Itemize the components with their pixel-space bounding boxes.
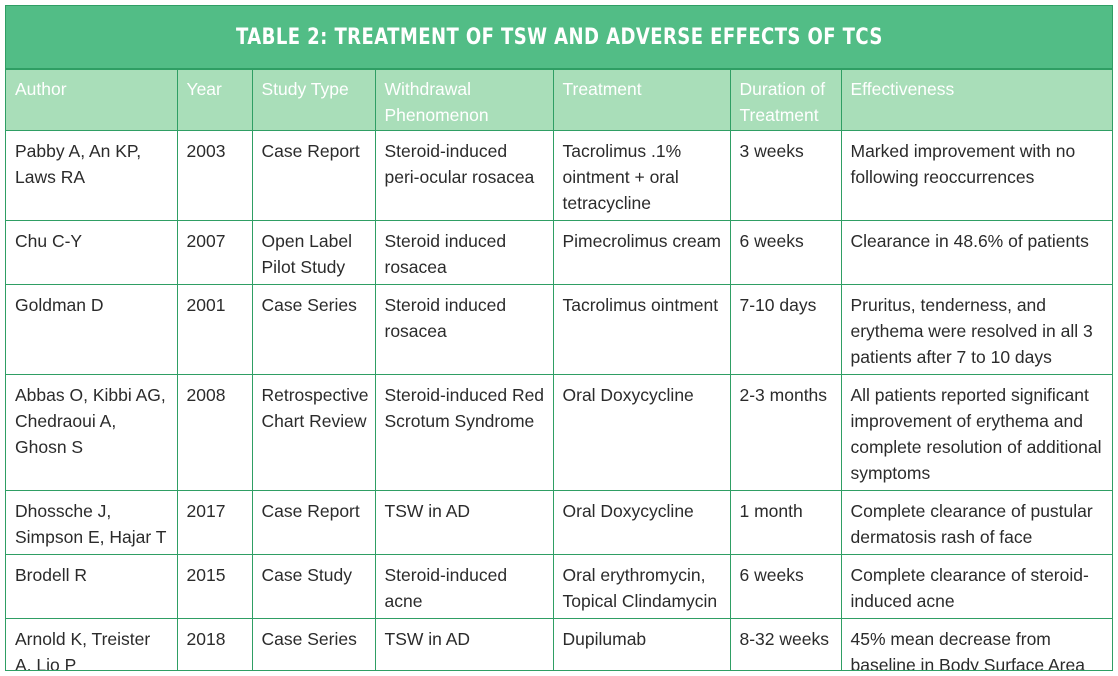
table-row: Chu C-Y 2007 Open Label Pilot Study Ster… <box>6 220 1112 285</box>
cell-effectiveness: Pruritus, tenderness, and erythema were … <box>840 284 1112 375</box>
cell-year: 2001 <box>176 284 253 375</box>
table-row: Goldman D 2001 Case Series Steroid induc… <box>6 284 1112 375</box>
cell-year: 2003 <box>176 130 253 221</box>
cell-year: 2018 <box>176 618 253 670</box>
table-header-row: Author Year Study Type Withdrawal Phenom… <box>6 69 1112 131</box>
header-withdrawal-phenomenon: Withdrawal Phenomenon <box>374 69 554 131</box>
cell-effectiveness: 45% mean decrease from baseline in Body … <box>840 618 1112 670</box>
cell-study-type: Open Label Pilot Study <box>251 220 376 285</box>
header-duration: Duration of Treatment <box>729 69 842 131</box>
cell-year: 2017 <box>176 490 253 555</box>
table-row: Brodell R 2015 Case Study Steroid-induce… <box>6 554 1112 619</box>
cell-withdrawal-phenomenon: Steroid-induced Red Scrotum Syndrome <box>374 374 554 491</box>
cell-effectiveness: All patients reported significant improv… <box>840 374 1112 491</box>
cell-effectiveness: Clearance in 48.6% of patients <box>840 220 1112 285</box>
treatment-table-figure: TABLE 2: TREATMENT OF TSW AND ADVERSE EF… <box>5 5 1113 671</box>
treatment-table: Author Year Study Type Withdrawal Phenom… <box>6 69 1112 670</box>
header-year: Year <box>176 69 253 131</box>
cell-duration: 8-32 weeks <box>729 618 842 670</box>
table-row: Dhossche J, Simpson E, Hajar T 2017 Case… <box>6 490 1112 555</box>
cell-duration: 6 weeks <box>729 220 842 285</box>
cell-study-type: Case Report <box>251 130 376 221</box>
table-title: TABLE 2: TREATMENT OF TSW AND ADVERSE EF… <box>235 24 883 50</box>
cell-year: 2008 <box>176 374 253 491</box>
cell-year: 2015 <box>176 554 253 619</box>
cell-study-type: Case Report <box>251 490 376 555</box>
cell-withdrawal-phenomenon: TSW in AD <box>374 618 554 670</box>
cell-author: Arnold K, Treister A, Lio P <box>6 618 178 670</box>
cell-author: Pabby A, An KP, Laws RA <box>6 130 178 221</box>
table-title-bar: TABLE 2: TREATMENT OF TSW AND ADVERSE EF… <box>6 6 1112 69</box>
cell-year: 2007 <box>176 220 253 285</box>
cell-study-type: Retrospective Chart Review <box>251 374 376 491</box>
cell-duration: 2-3 months <box>729 374 842 491</box>
cell-withdrawal-phenomenon: Steroid induced rosacea <box>374 220 554 285</box>
header-author: Author <box>6 69 178 131</box>
cell-duration: 1 month <box>729 490 842 555</box>
cell-author: Chu C-Y <box>6 220 178 285</box>
cell-duration: 7-10 days <box>729 284 842 375</box>
table-row: Arnold K, Treister A, Lio P 2018 Case Se… <box>6 618 1112 670</box>
cell-withdrawal-phenomenon: Steroid-induced peri-ocular rosacea <box>374 130 554 221</box>
cell-study-type: Case Series <box>251 618 376 670</box>
table-row: Pabby A, An KP, Laws RA 2003 Case Report… <box>6 130 1112 221</box>
header-effectiveness: Effectiveness <box>840 69 1112 131</box>
cell-study-type: Case Study <box>251 554 376 619</box>
cell-author: Brodell R <box>6 554 178 619</box>
cell-treatment: Pimecrolimus cream <box>552 220 731 285</box>
cell-effectiveness: Complete clearance of pustular dermatosi… <box>840 490 1112 555</box>
cell-treatment: Dupilumab <box>552 618 731 670</box>
cell-author: Goldman D <box>6 284 178 375</box>
cell-duration: 3 weeks <box>729 130 842 221</box>
cell-treatment: Tacrolimus .1% ointment + oral tetracycl… <box>552 130 731 221</box>
cell-effectiveness: Marked improvement with no following reo… <box>840 130 1112 221</box>
cell-treatment: Oral Doxycycline <box>552 374 731 491</box>
cell-author: Abbas O, Kibbi AG, Chedraoui A, Ghosn S <box>6 374 178 491</box>
cell-treatment: Tacrolimus ointment <box>552 284 731 375</box>
cell-duration: 6 weeks <box>729 554 842 619</box>
cell-withdrawal-phenomenon: Steroid induced rosacea <box>374 284 554 375</box>
header-study-type: Study Type <box>251 69 376 131</box>
table-row: Abbas O, Kibbi AG, Chedraoui A, Ghosn S … <box>6 374 1112 491</box>
cell-withdrawal-phenomenon: TSW in AD <box>374 490 554 555</box>
cell-treatment: Oral erythromycin, Topical Clindamycin <box>552 554 731 619</box>
cell-effectiveness: Complete clearance of steroid-induced ac… <box>840 554 1112 619</box>
header-treatment: Treatment <box>552 69 731 131</box>
cell-author: Dhossche J, Simpson E, Hajar T <box>6 490 178 555</box>
cell-withdrawal-phenomenon: Steroid-induced acne <box>374 554 554 619</box>
cell-study-type: Case Series <box>251 284 376 375</box>
cell-treatment: Oral Doxycycline <box>552 490 731 555</box>
